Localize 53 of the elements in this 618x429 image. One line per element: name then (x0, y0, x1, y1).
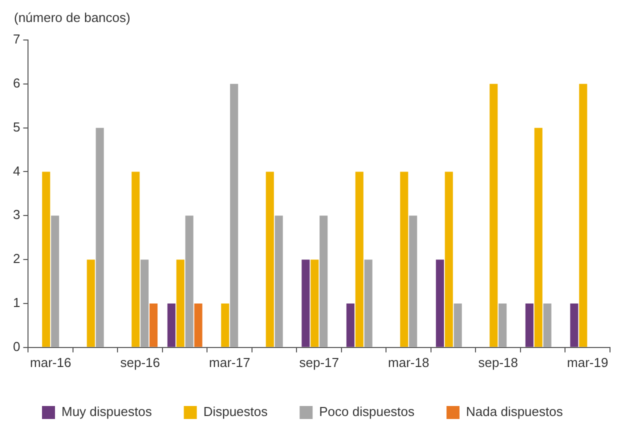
legend-label: Muy dispuestos (62, 404, 152, 420)
y-axis-title: (número de bancos) (14, 10, 130, 25)
bar (132, 172, 140, 347)
bar (543, 303, 552, 347)
legend-label: Dispuestos (203, 404, 268, 420)
bar (490, 84, 498, 347)
bar (436, 260, 444, 347)
bar (194, 303, 202, 347)
bar (221, 303, 230, 347)
x-tick-label: sep-16 (120, 354, 160, 370)
y-tick-label: 7 (12, 32, 20, 47)
bar (454, 303, 462, 347)
x-tick-label: mar-18 (388, 354, 430, 370)
y-tick-label: 5 (12, 119, 20, 134)
legend-label: Nada dispuestos (466, 404, 564, 420)
x-tick-label: mar-19 (567, 354, 608, 370)
bar (320, 216, 328, 347)
bar (364, 260, 372, 347)
bar (400, 172, 408, 347)
y-tick-label: 4 (12, 163, 20, 178)
y-tick-label: 6 (12, 75, 20, 90)
bar (51, 216, 60, 347)
bar (167, 303, 176, 347)
y-tick-label: 3 (12, 207, 20, 222)
y-tick-label: 0 (12, 338, 20, 354)
bar (176, 260, 184, 347)
bar (185, 216, 194, 347)
y-tick-label: 1 (12, 295, 20, 310)
bar (310, 260, 319, 347)
y-tick-label: 2 (12, 251, 20, 266)
bar (498, 303, 507, 347)
bar (534, 128, 542, 347)
legend-label: Poco dispuestos (319, 404, 416, 420)
x-tick-label: sep-17 (299, 354, 339, 370)
bar (302, 260, 310, 347)
bar (140, 260, 149, 347)
bar (96, 128, 104, 347)
x-tick-label: mar-17 (209, 354, 250, 370)
bar (570, 303, 578, 347)
bar (346, 303, 354, 347)
bar (525, 303, 534, 347)
bar (579, 84, 588, 347)
x-tick-label: mar-16 (30, 354, 72, 370)
bar (409, 216, 418, 347)
x-tick-label: sep-18 (478, 354, 518, 370)
bar (266, 172, 274, 347)
bar (355, 172, 364, 347)
bar (274, 216, 283, 347)
bar (150, 303, 158, 347)
bar (444, 172, 453, 347)
bar (86, 260, 95, 347)
bar (42, 172, 50, 347)
bar (230, 84, 238, 347)
